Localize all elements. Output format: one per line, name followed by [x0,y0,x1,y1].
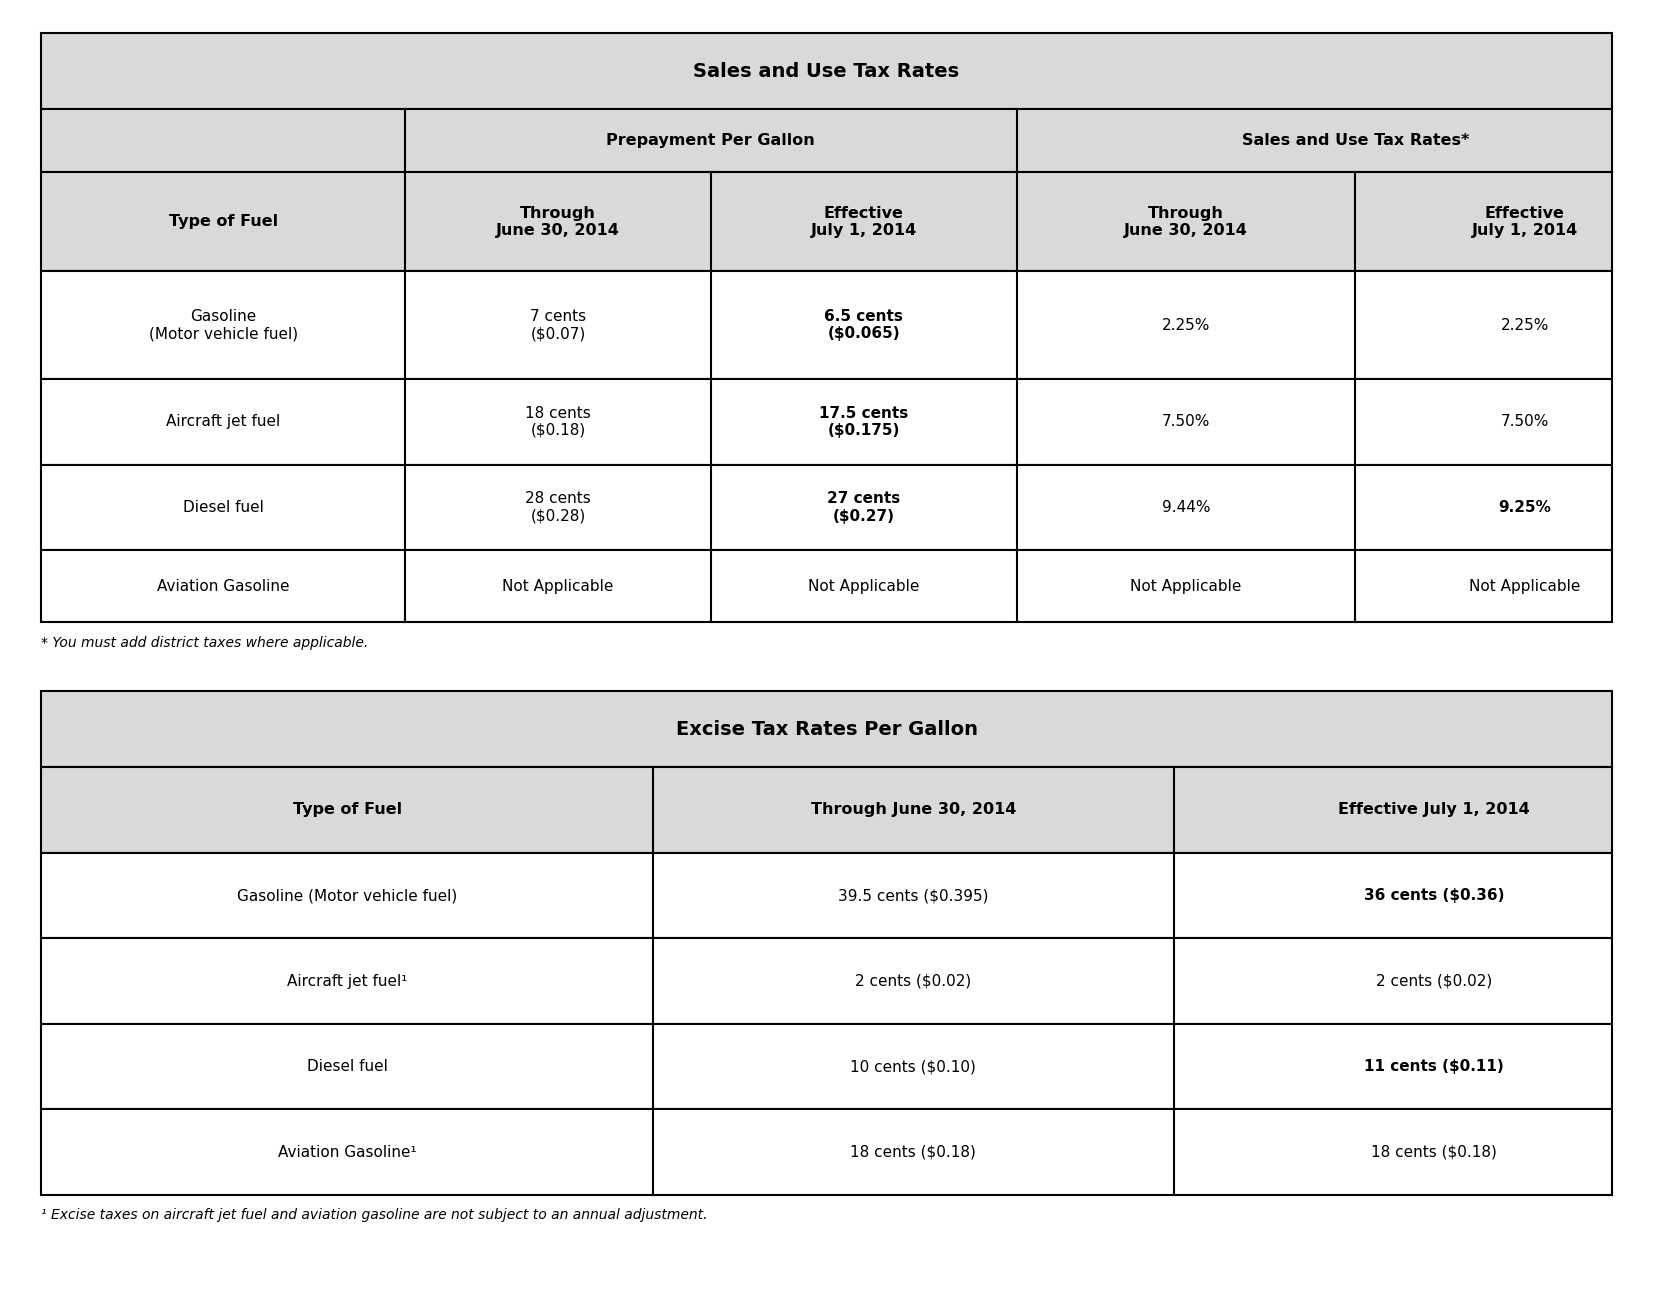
Bar [41,271,1612,379]
Text: 9.25%: 9.25% [1499,500,1551,515]
Bar [41,767,1612,853]
Text: 39.5 cents ($0.395): 39.5 cents ($0.395) [838,888,988,903]
Text: Diesel fuel: Diesel fuel [307,1059,387,1074]
Text: Type of Fuel: Type of Fuel [293,803,402,817]
Bar [41,1109,1612,1195]
Text: Type of Fuel: Type of Fuel [169,215,278,229]
Bar [41,33,1612,109]
Text: Sales and Use Tax Rates*: Sales and Use Tax Rates* [1241,133,1470,149]
Text: 9.44%: 9.44% [1162,500,1210,515]
Text: Sales and Use Tax Rates: Sales and Use Tax Rates [694,62,959,80]
Text: ¹ Excise taxes on aircraft jet fuel and aviation gasoline are not subject to an : ¹ Excise taxes on aircraft jet fuel and … [41,1208,707,1223]
Text: Excise Tax Rates Per Gallon: Excise Tax Rates Per Gallon [676,720,977,738]
Text: Not Applicable: Not Applicable [1470,579,1580,594]
Text: Gasoline
(Motor vehicle fuel): Gasoline (Motor vehicle fuel) [149,309,298,341]
Text: Aviation Gasoline: Aviation Gasoline [157,579,289,594]
Text: Prepayment Per Gallon: Prepayment Per Gallon [607,133,815,149]
Text: Through June 30, 2014: Through June 30, 2014 [810,803,1017,817]
Text: Effective
July 1, 2014: Effective July 1, 2014 [1471,205,1579,238]
Bar [41,853,1612,938]
Bar [41,109,1612,172]
Text: Through
June 30, 2014: Through June 30, 2014 [496,205,620,238]
Text: 10 cents ($0.10): 10 cents ($0.10) [850,1059,977,1074]
Text: * You must add district taxes where applicable.: * You must add district taxes where appl… [41,636,369,650]
Text: 18 cents ($0.18): 18 cents ($0.18) [1370,1145,1498,1159]
Text: 6.5 cents
($0.065): 6.5 cents ($0.065) [825,309,903,341]
Text: 2.25%: 2.25% [1162,317,1210,333]
Text: Aircraft jet fuel¹: Aircraft jet fuel¹ [288,974,407,988]
Text: 27 cents
($0.27): 27 cents ($0.27) [826,491,901,524]
Text: Effective July 1, 2014: Effective July 1, 2014 [1337,803,1531,817]
Text: Aviation Gasoline¹: Aviation Gasoline¹ [278,1145,417,1159]
Text: 7.50%: 7.50% [1501,415,1549,429]
Bar [41,465,1612,550]
Text: 7 cents
($0.07): 7 cents ($0.07) [531,309,585,341]
Bar [41,172,1612,271]
Text: Through
June 30, 2014: Through June 30, 2014 [1124,205,1248,238]
Text: 18 cents ($0.18): 18 cents ($0.18) [850,1145,977,1159]
Text: Diesel fuel: Diesel fuel [183,500,263,515]
Text: 17.5 cents
($0.175): 17.5 cents ($0.175) [820,405,907,438]
Text: 7.50%: 7.50% [1162,415,1210,429]
Text: Gasoline (Motor vehicle fuel): Gasoline (Motor vehicle fuel) [236,888,458,903]
Bar [41,379,1612,465]
Bar [41,938,1612,1024]
Text: 11 cents ($0.11): 11 cents ($0.11) [1364,1059,1504,1074]
Bar [41,691,1612,767]
Text: 2.25%: 2.25% [1501,317,1549,333]
Text: 36 cents ($0.36): 36 cents ($0.36) [1364,888,1504,903]
Text: Aircraft jet fuel: Aircraft jet fuel [165,415,281,429]
Text: 18 cents
($0.18): 18 cents ($0.18) [526,405,590,438]
Text: Effective
July 1, 2014: Effective July 1, 2014 [810,205,917,238]
Bar [41,550,1612,622]
Text: 2 cents ($0.02): 2 cents ($0.02) [855,974,972,988]
Text: Not Applicable: Not Applicable [503,579,613,594]
Text: 2 cents ($0.02): 2 cents ($0.02) [1375,974,1493,988]
Text: 28 cents
($0.28): 28 cents ($0.28) [526,491,590,524]
Bar [41,1024,1612,1109]
Text: Not Applicable: Not Applicable [1131,579,1241,594]
Text: Not Applicable: Not Applicable [808,579,919,594]
